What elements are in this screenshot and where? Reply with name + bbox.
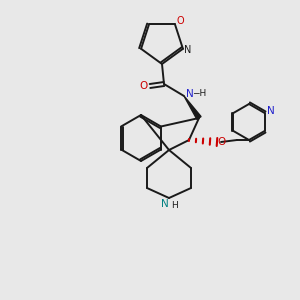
Text: H: H	[171, 202, 177, 211]
Text: O: O	[176, 16, 184, 26]
Text: N: N	[161, 199, 169, 209]
Text: N: N	[267, 106, 274, 116]
Text: −H: −H	[192, 89, 206, 98]
Text: O: O	[218, 137, 226, 147]
Text: N: N	[186, 89, 194, 99]
Polygon shape	[184, 96, 201, 119]
Text: O: O	[140, 81, 148, 91]
Text: N: N	[184, 45, 192, 55]
